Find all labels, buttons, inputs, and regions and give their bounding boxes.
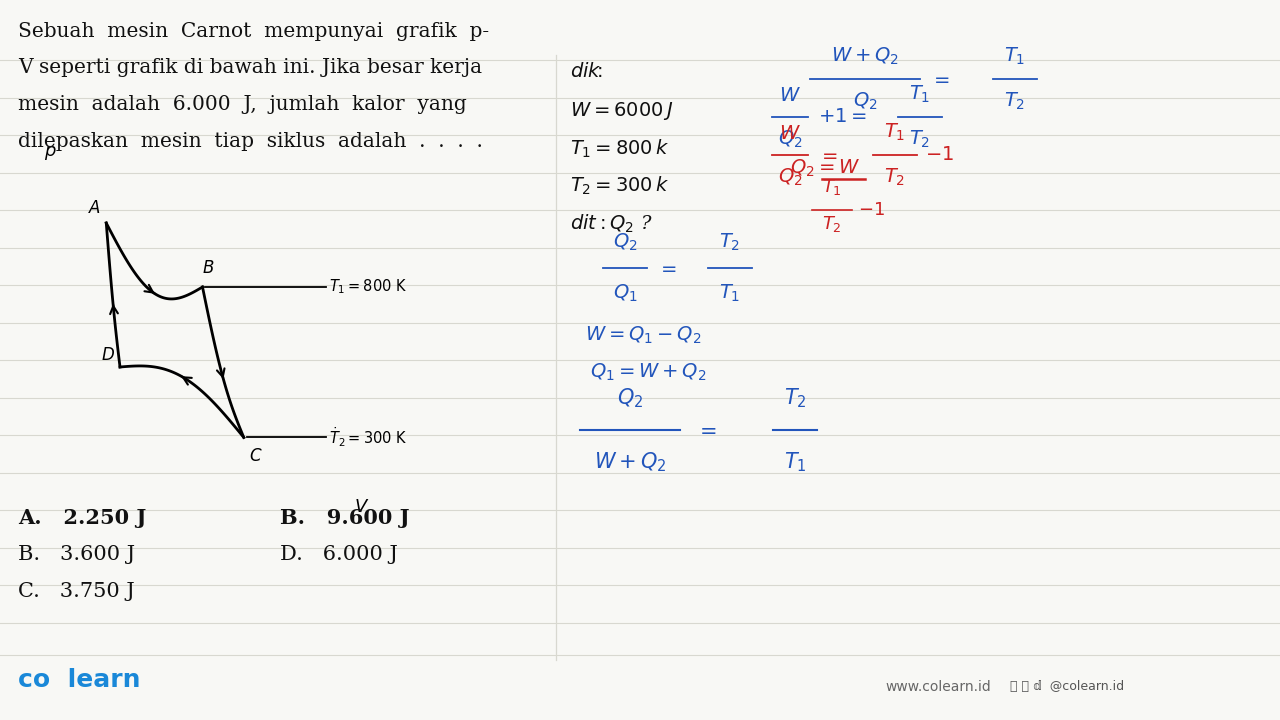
Text: $Q_1$: $Q_1$ — [613, 283, 637, 305]
Text: $- 1$: $- 1$ — [858, 201, 884, 219]
Text: $p$: $p$ — [44, 144, 56, 162]
Text: $T_2 = 300\,k$: $T_2 = 300\,k$ — [570, 175, 669, 197]
Text: V seperti grafik di bawah ini. Jika besar kerja: V seperti grafik di bawah ini. Jika besa… — [18, 58, 483, 77]
Text: $Q_2$: $Q_2$ — [778, 167, 803, 189]
Text: $T_1$: $T_1$ — [822, 177, 842, 197]
Text: $dik\!\!:$: $dik\!\!:$ — [570, 62, 603, 81]
Text: $T_1$: $T_1$ — [884, 122, 906, 143]
Text: $-1$: $-1$ — [925, 146, 954, 164]
Text: $Q_1 = W + Q_2$: $Q_1 = W + Q_2$ — [590, 362, 707, 383]
Text: A: A — [90, 199, 101, 217]
Text: $T_1 = 800\,k$: $T_1 = 800\,k$ — [570, 138, 669, 161]
Text: $T_1 = 800\ \mathrm{K}$: $T_1 = 800\ \mathrm{K}$ — [329, 278, 407, 297]
Text: $=$: $=$ — [657, 259, 677, 277]
Text: $+ 1 =$: $+ 1 =$ — [818, 108, 867, 126]
Text: $\dot{T}_2 = 300\ \mathrm{K}$: $\dot{T}_2 = 300\ \mathrm{K}$ — [329, 426, 407, 449]
Text: $T_2$: $T_2$ — [719, 232, 741, 253]
Text: $V$: $V$ — [353, 498, 369, 516]
Text: $T_2$: $T_2$ — [1005, 91, 1025, 112]
Text: $Q_2 = W$: $Q_2 = W$ — [790, 158, 860, 179]
Text: $W$: $W$ — [780, 87, 801, 105]
Text: $T_2$: $T_2$ — [884, 167, 905, 189]
Text: dilepaskan  mesin  tiap  siklus  adalah  .  .  .  .: dilepaskan mesin tiap siklus adalah . . … — [18, 132, 483, 151]
Text: $Q_2$: $Q_2$ — [778, 129, 803, 150]
Text: $T_2$: $T_2$ — [783, 387, 806, 410]
Text: $Q_2$: $Q_2$ — [613, 232, 637, 253]
Text: $=$: $=$ — [818, 146, 838, 164]
Text: B.   9.600 J: B. 9.600 J — [280, 508, 410, 528]
Text: $T_1$: $T_1$ — [909, 84, 931, 105]
Text: C: C — [250, 447, 261, 465]
Text: $Q_2$: $Q_2$ — [852, 91, 877, 112]
Text: $W + Q_2$: $W + Q_2$ — [594, 450, 667, 474]
Text: C.   3.750 J: C. 3.750 J — [18, 582, 134, 601]
Text: $W$: $W$ — [780, 125, 801, 143]
Text: $=$: $=$ — [695, 420, 717, 439]
Text: mesin  adalah  6.000  J,  jumlah  kalor  yang: mesin adalah 6.000 J, jumlah kalor yang — [18, 95, 467, 114]
Text: B.   3.600 J: B. 3.600 J — [18, 545, 136, 564]
Text: D: D — [101, 346, 114, 364]
Text: $T_1$: $T_1$ — [719, 283, 741, 305]
Text: B: B — [202, 259, 214, 277]
Text: $W = Q_1 - Q_2$: $W = Q_1 - Q_2$ — [585, 325, 701, 346]
Text: $T_1$: $T_1$ — [1005, 45, 1025, 67]
Text: A.   2.250 J: A. 2.250 J — [18, 508, 146, 528]
Text: $T_1$: $T_1$ — [783, 450, 806, 474]
Text: $T_2$: $T_2$ — [822, 214, 842, 234]
Text: $W + Q_2$: $W + Q_2$ — [831, 45, 899, 67]
Text: 📘 📷 𝕕  @colearn.id: 📘 📷 𝕕 @colearn.id — [1010, 680, 1124, 693]
Text: www.colearn.id: www.colearn.id — [884, 680, 991, 694]
Text: $dit: Q_2$ ?: $dit: Q_2$ ? — [570, 213, 653, 235]
Text: $Q_2$: $Q_2$ — [617, 387, 643, 410]
Text: $W = 6000\,J$: $W = 6000\,J$ — [570, 100, 673, 122]
Text: co  learn: co learn — [18, 668, 141, 692]
Text: $=$: $=$ — [931, 70, 950, 88]
Text: $T_2$: $T_2$ — [909, 129, 931, 150]
Text: Sebuah  mesin  Carnot  mempunyai  grafik  p-: Sebuah mesin Carnot mempunyai grafik p- — [18, 22, 489, 41]
Text: D.   6.000 J: D. 6.000 J — [280, 545, 398, 564]
